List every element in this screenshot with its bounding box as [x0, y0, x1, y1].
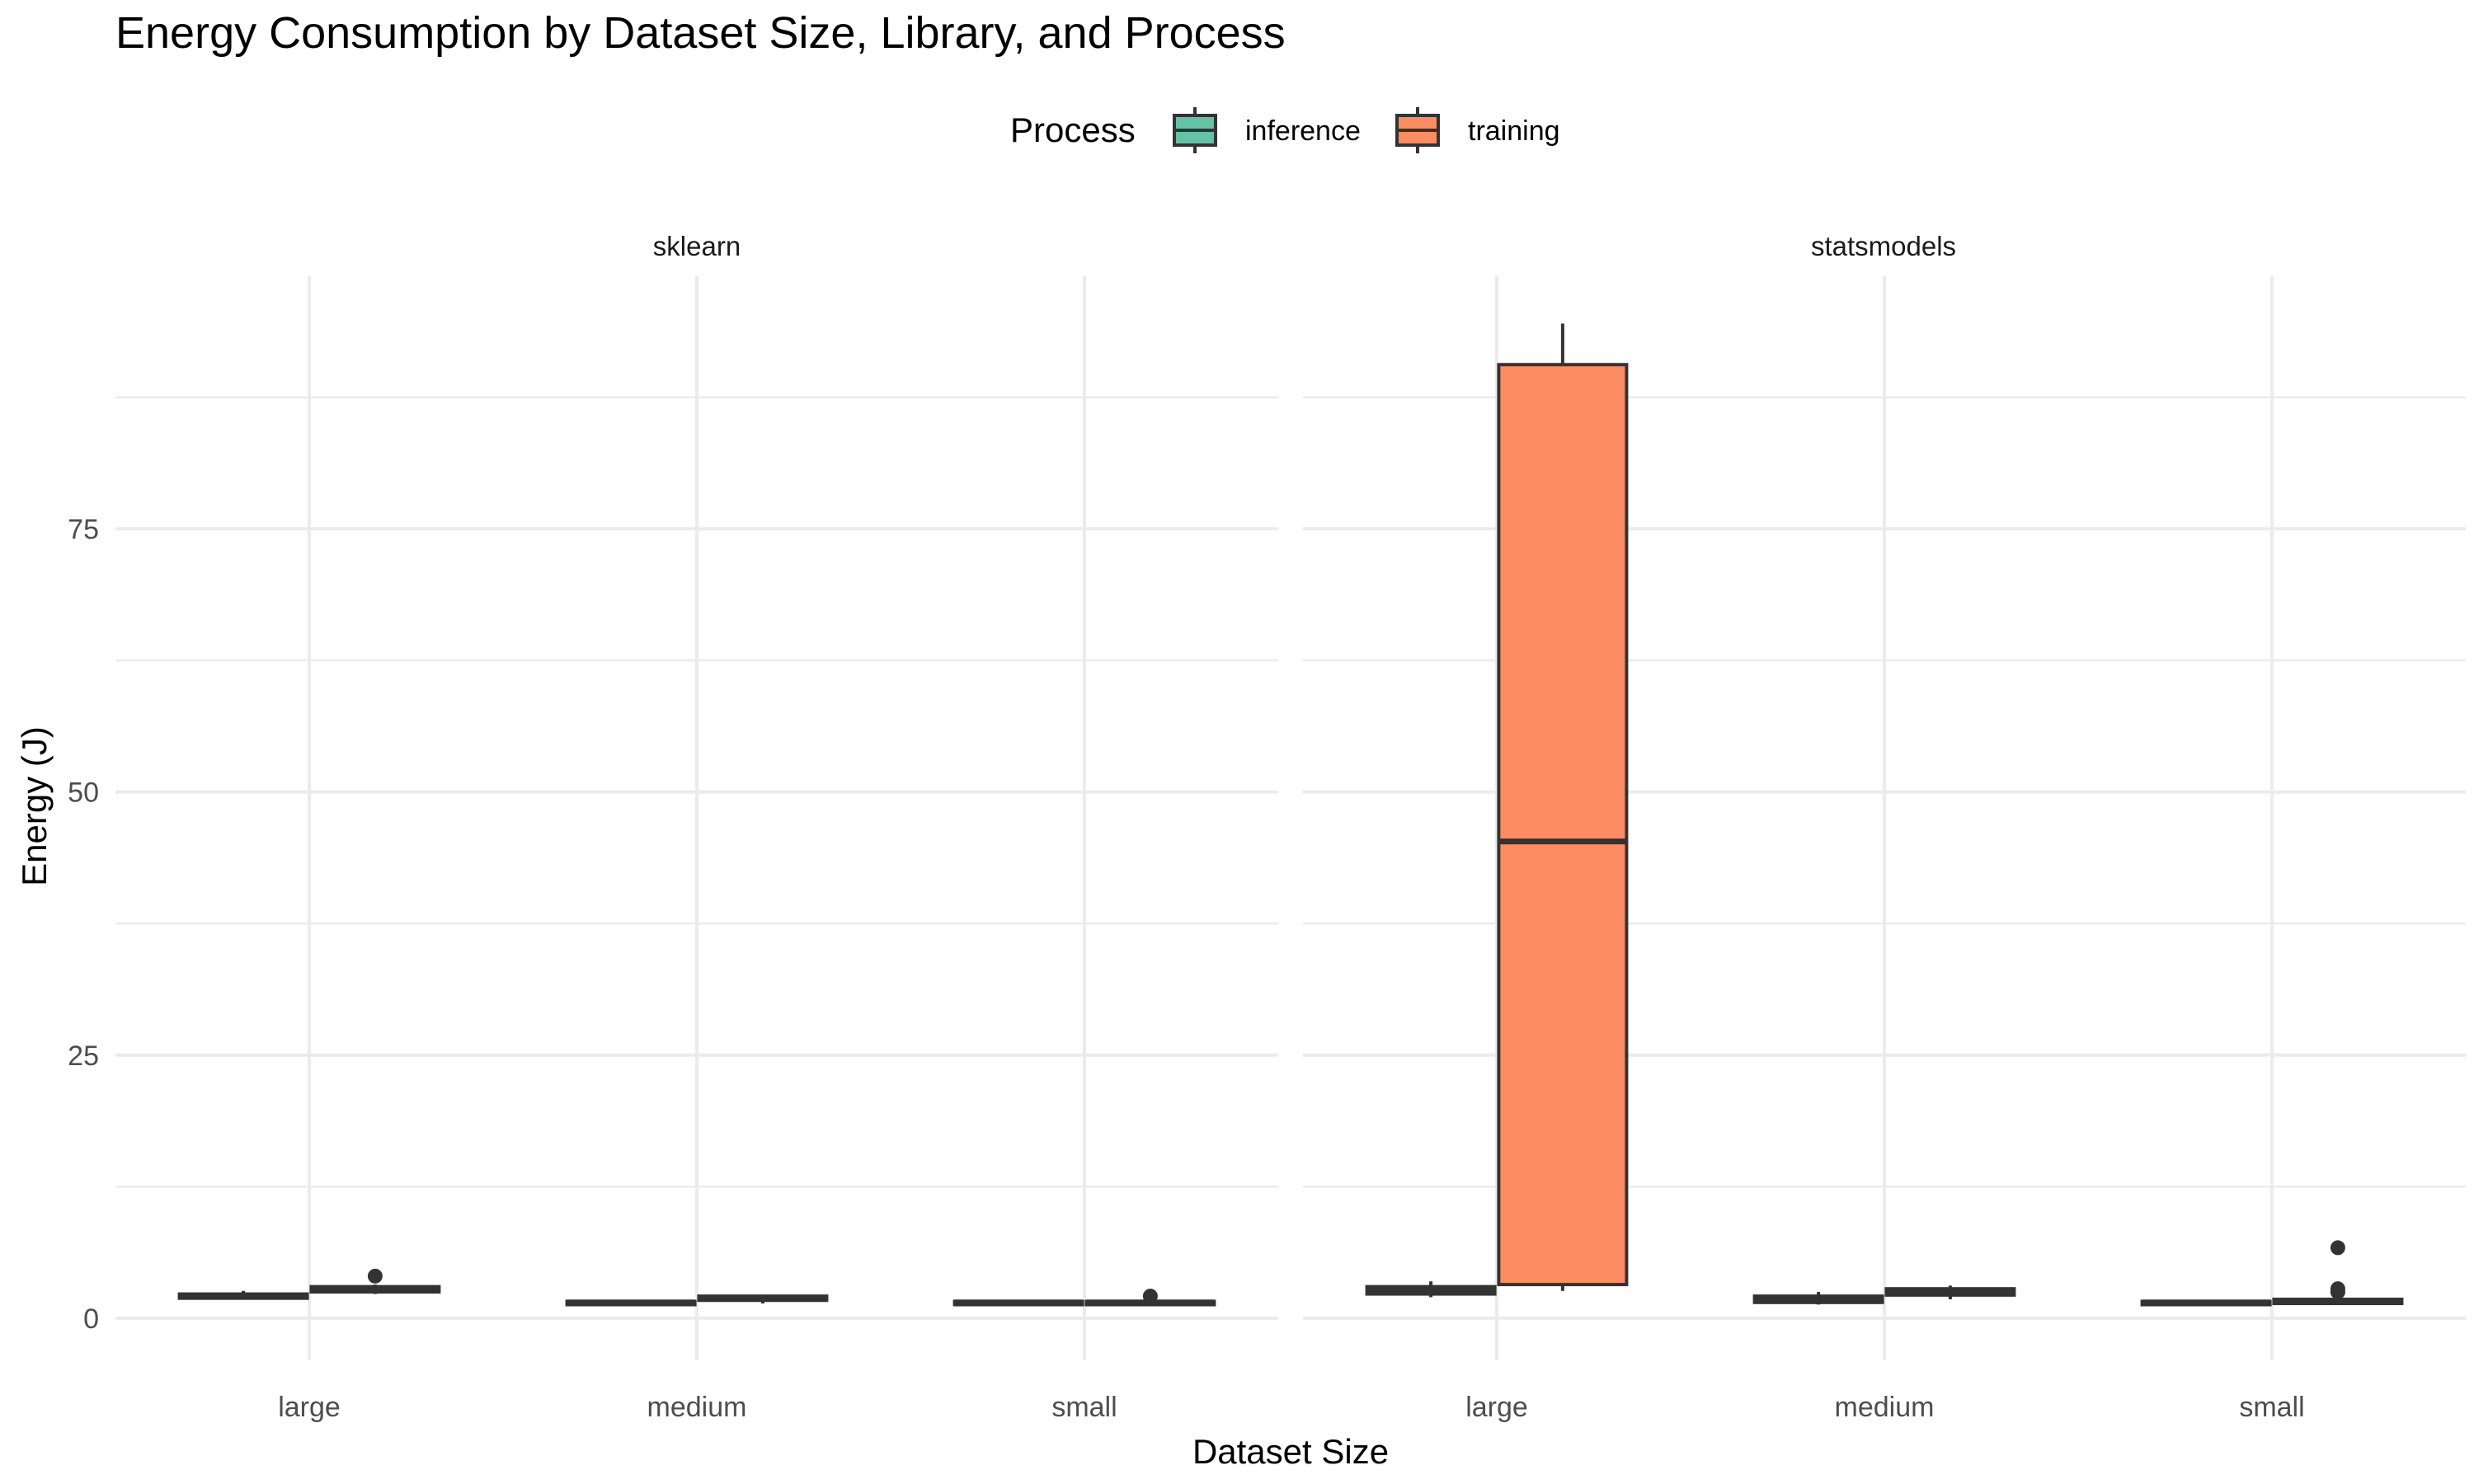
- box-sklearn-small-training: [1084, 1289, 1216, 1307]
- facet-strip-sklearn: sklearn: [653, 231, 741, 261]
- y-tick-label: 25: [68, 1040, 99, 1072]
- x-tick-label: small: [1051, 1392, 1117, 1423]
- outlier-point: [2330, 1240, 2345, 1256]
- box-statsmodels-large-training: [1497, 323, 1629, 1291]
- box-body: [1497, 363, 1629, 1287]
- x-tick-label: small: [2239, 1392, 2304, 1423]
- box-statsmodels-small-training: [2272, 1240, 2404, 1306]
- y-axis-ticks: 0 25 50 75: [68, 514, 99, 1335]
- box-sklearn-large-training: [309, 1268, 441, 1294]
- box-sklearn-large-inference: [177, 1290, 309, 1300]
- y-tick-label: 75: [68, 514, 99, 545]
- x-tick-label: medium: [1835, 1392, 1935, 1423]
- legend-key-inference: [1173, 107, 1217, 153]
- box-statsmodels-medium-inference: [1752, 1292, 1884, 1305]
- outlier-point: [2330, 1281, 2345, 1297]
- box-layer: [177, 323, 2404, 1307]
- legend: Process inference training: [1010, 107, 1560, 153]
- legend-key-training: [1395, 107, 1440, 153]
- legend-title: Process: [1010, 110, 1136, 149]
- outlier-point: [1142, 1289, 1158, 1304]
- box-statsmodels-medium-training: [1884, 1285, 2016, 1299]
- facet-strip-statsmodels: statsmodels: [1811, 231, 1956, 261]
- grid-layer: [115, 276, 2466, 1360]
- chart-title: Energy Consumption by Dataset Size, Libr…: [115, 8, 1286, 58]
- x-tick-label: large: [278, 1392, 341, 1423]
- box-statsmodels-large-inference: [1365, 1281, 1497, 1298]
- y-tick-label: 50: [68, 777, 99, 809]
- box-statsmodels-small-inference: [2140, 1299, 2272, 1307]
- legend-label-inference: inference: [1245, 115, 1361, 147]
- y-tick-label: 0: [83, 1303, 99, 1335]
- outlier-point: [367, 1268, 383, 1284]
- box-sklearn-medium-inference: [565, 1299, 697, 1307]
- x-axis-ticks: large medium small large medium small: [278, 1392, 2304, 1423]
- y-axis-title: Energy (J): [15, 726, 54, 886]
- legend-label-training: training: [1468, 115, 1560, 147]
- box-sklearn-small-inference: [952, 1299, 1084, 1307]
- x-tick-label: large: [1465, 1392, 1528, 1423]
- x-axis-title: Dataset Size: [1192, 1432, 1389, 1471]
- box-sklearn-medium-training: [697, 1294, 829, 1304]
- x-tick-label: medium: [647, 1392, 747, 1423]
